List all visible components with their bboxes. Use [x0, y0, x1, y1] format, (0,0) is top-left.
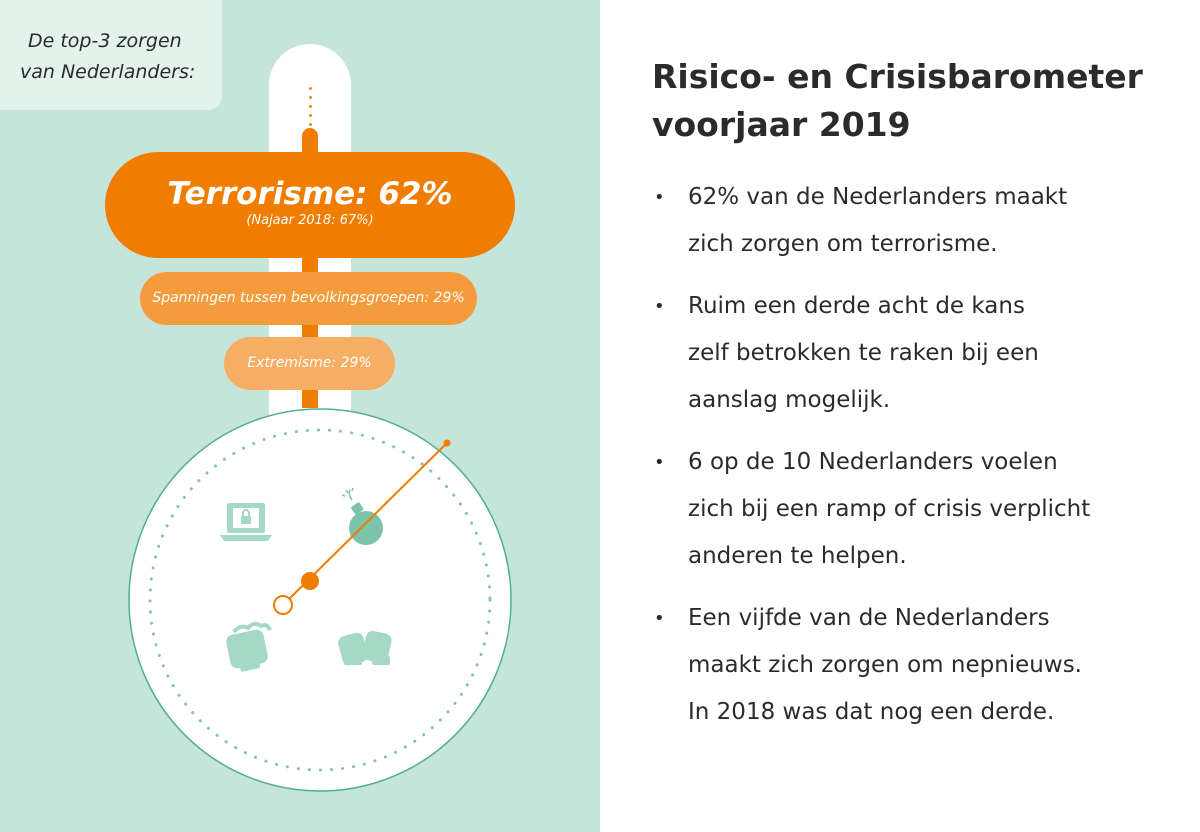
compass	[128, 408, 512, 792]
clasped-hands-icon	[338, 630, 392, 666]
top3-label: De top-3 zorgen van Nederlanders:	[0, 0, 222, 110]
sign-extremism: Extremisme: 29%	[224, 337, 395, 390]
pole-dotted-line	[309, 84, 312, 128]
sign-terrorism-title: Terrorisme: 62%	[167, 176, 453, 212]
list-item: • Ruim een derde acht de kans zelf betrok…	[652, 283, 1182, 424]
list-item-text: Een vijfde van de Nederlanders maakt zic…	[688, 605, 1082, 725]
laptop-lock-icon	[220, 503, 272, 541]
list-item-text: 62% van de Nederlanders maakt zich zorge…	[688, 184, 1068, 257]
list-item-text: Ruim een derde acht de kans zelf betrokk…	[688, 293, 1039, 413]
bomb-icon	[341, 487, 383, 545]
sign-terrorism: Terrorisme: 62% (Najaar 2018: 67%)	[105, 152, 515, 258]
page-title-text: Risico- en Crisisbarometer voorjaar 2019	[652, 57, 1143, 144]
bullet-icon: •	[654, 187, 665, 208]
list-item: • 6 op de 10 Nederlanders voelen zich bij…	[652, 439, 1182, 580]
bullet-icon: •	[654, 452, 665, 473]
list-item: • 62% van de Nederlanders maakt zich zorg…	[652, 174, 1182, 268]
list-item: • Een vijfde van de Nederlanders maakt zi…	[652, 595, 1182, 736]
sign-tensions: Spanningen tussen bevolkingsgroepen: 29%	[140, 272, 477, 325]
bullet-icon: •	[654, 296, 665, 317]
top3-label-line1: De top-3 zorgen	[28, 30, 182, 52]
infographic-panel: De top-3 zorgen van Nederlanders: Terror…	[0, 0, 600, 832]
fist-icon	[226, 621, 272, 672]
key-findings-list: • 62% van de Nederlanders maakt zich zorg…	[652, 174, 1182, 751]
page-title: Risico- en Crisisbarometer voorjaar 2019	[652, 53, 1182, 149]
bullet-icon: •	[654, 608, 665, 629]
compass-needle	[273, 439, 451, 615]
sign-terrorism-previous: (Najaar 2018: 67%)	[246, 213, 374, 228]
top3-label-line2: van Nederlanders:	[20, 61, 196, 83]
list-item-text: 6 op de 10 Nederlanders voelen zich bij …	[688, 449, 1091, 569]
